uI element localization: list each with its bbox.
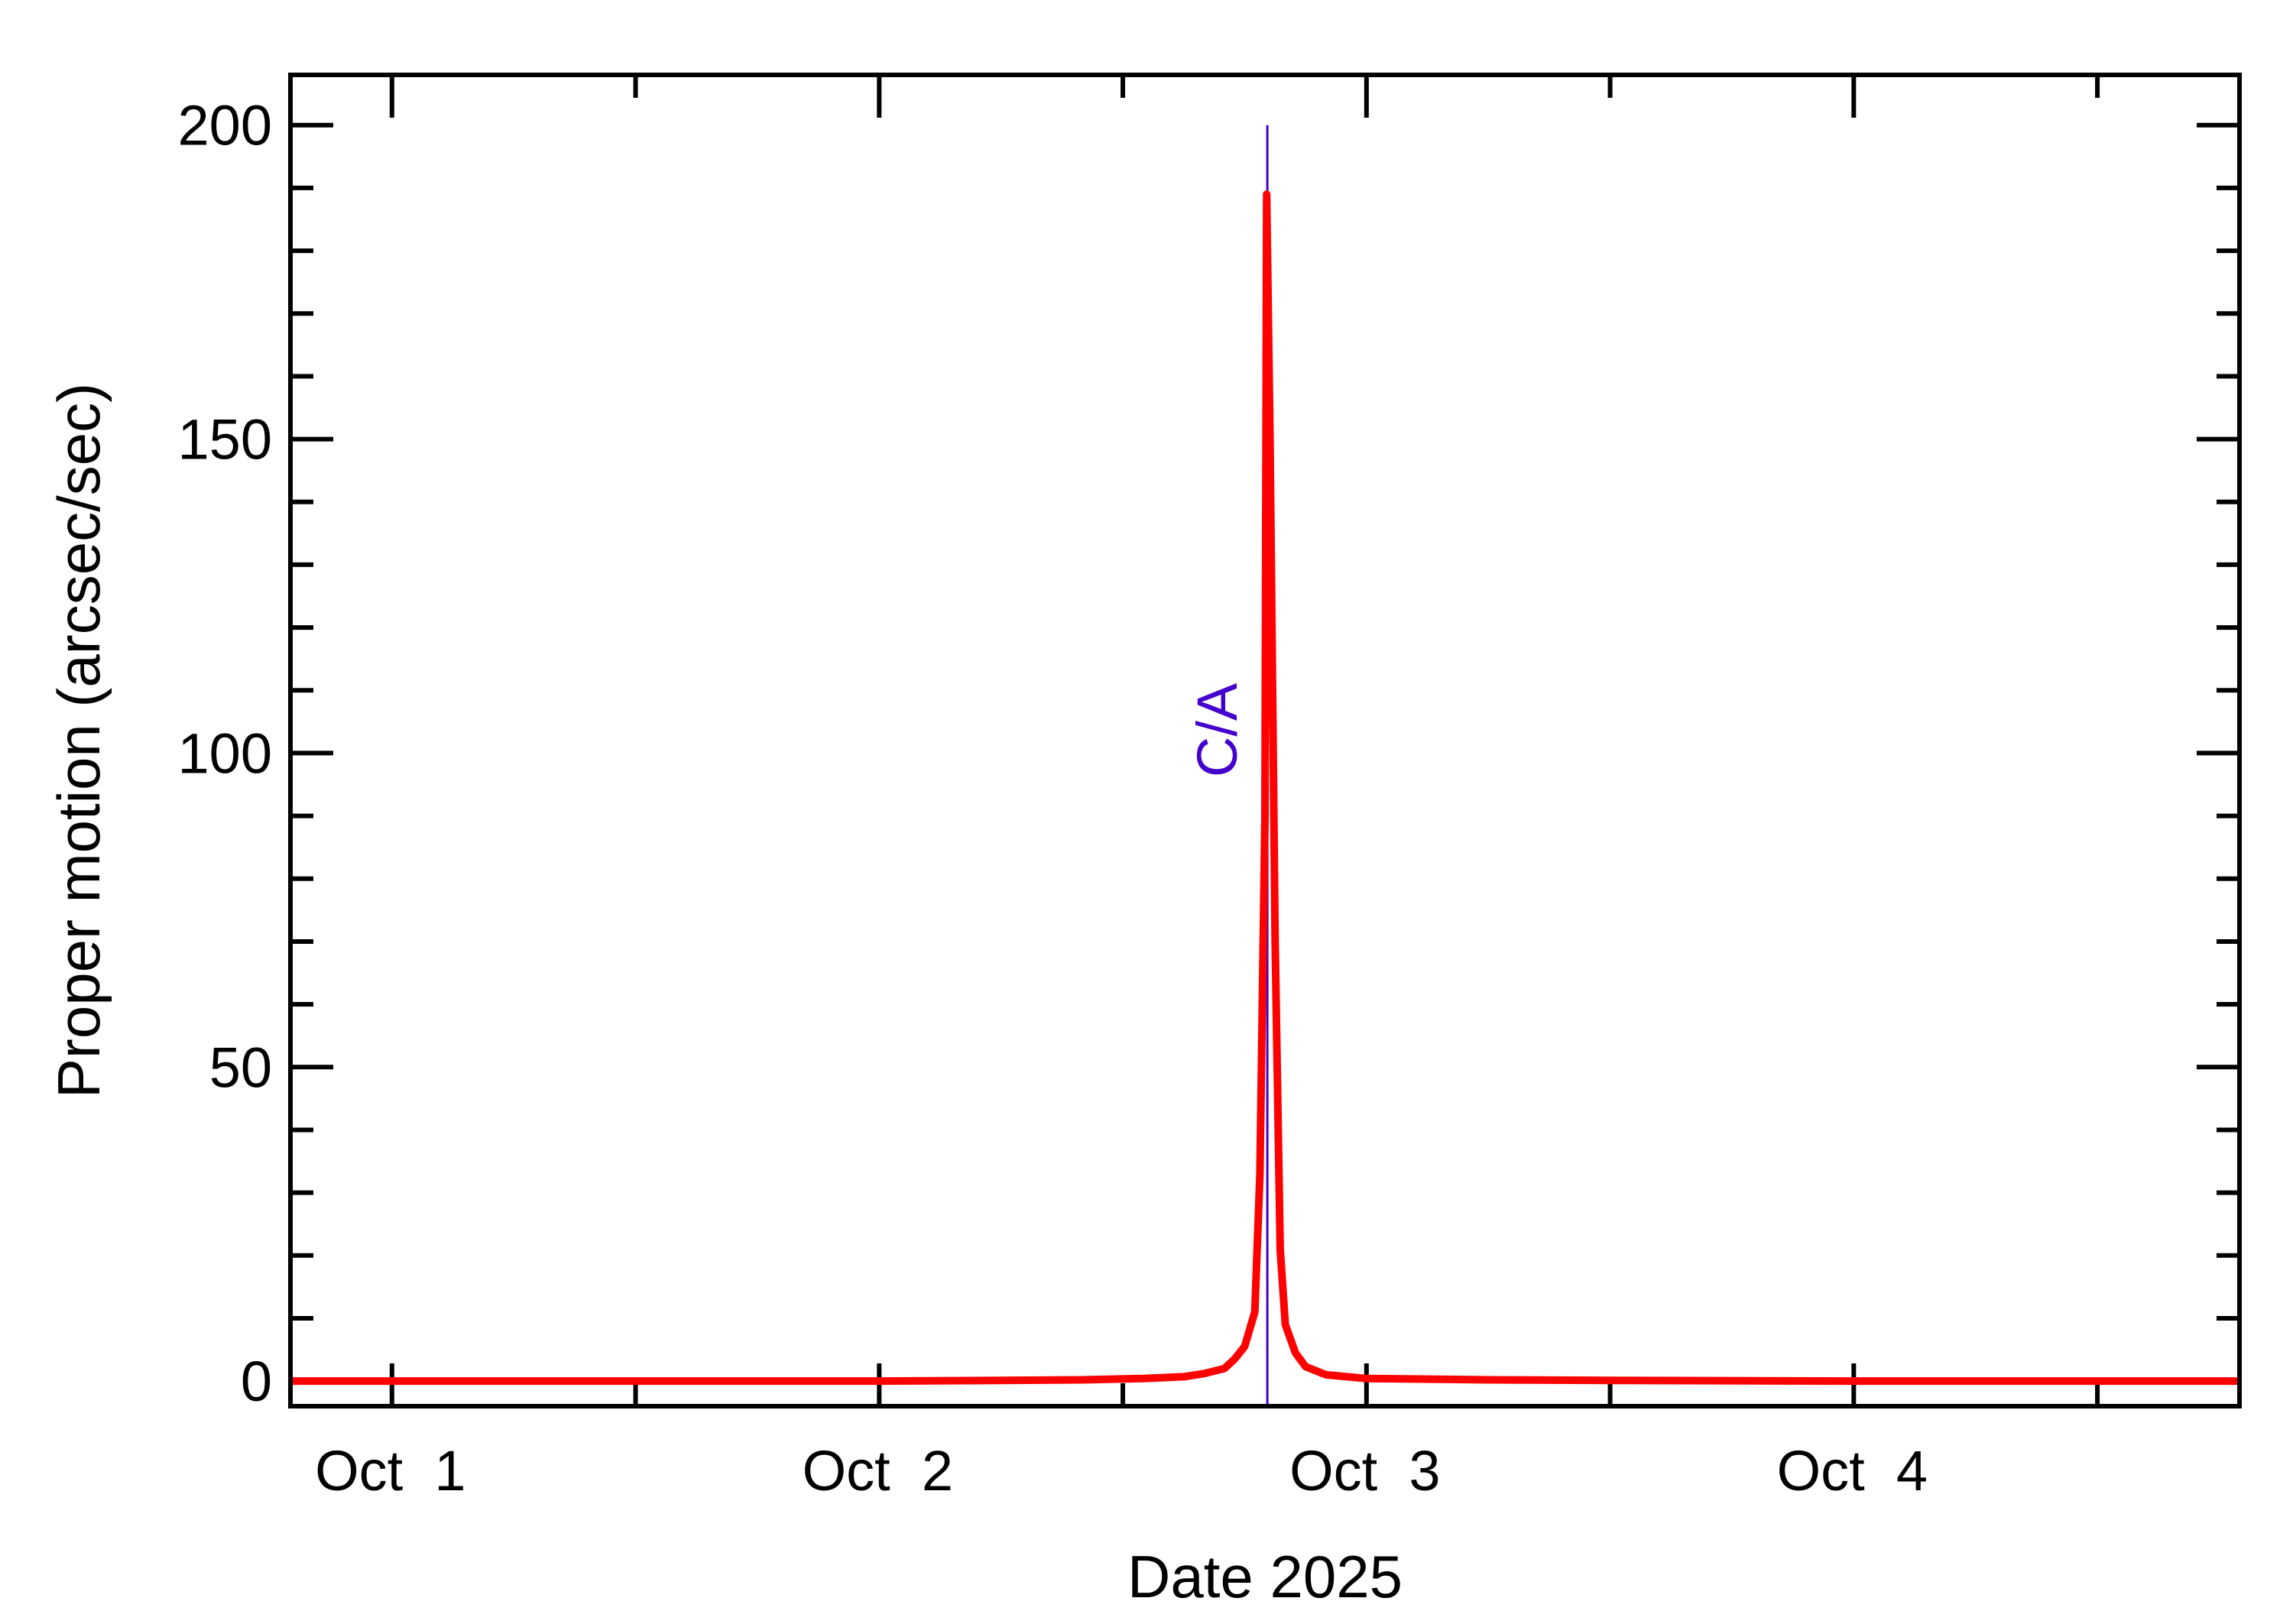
- y-tick-labels: 0 50 100 150 200: [178, 94, 272, 1413]
- x-axis-label: Date 2025: [1127, 1543, 1403, 1610]
- x-tick-labels: Oct 1 Oct 2 Oct 3 Oct 4: [315, 1439, 1928, 1502]
- y-tick-label: 100: [178, 721, 272, 785]
- x-tick-label: Oct 1: [315, 1439, 465, 1502]
- y-tick-label: 0: [241, 1350, 272, 1413]
- plot-frame: [288, 73, 2242, 1408]
- y-axis-label: Proper motion (arcsec/sec): [45, 383, 112, 1098]
- closest-approach-label: C/A: [1185, 682, 1249, 777]
- x-tick-label: Oct 2: [803, 1439, 953, 1502]
- y-tick-label: 150: [178, 408, 272, 472]
- minor-ticks: [290, 75, 2239, 1406]
- proper-motion-series-line: [290, 190, 2239, 1386]
- series-layer: [290, 190, 2239, 1386]
- y-tick-label: 200: [178, 94, 272, 157]
- x-tick-label: Oct 4: [1777, 1439, 1928, 1502]
- y-tick-label: 50: [209, 1036, 272, 1099]
- x-tick-label: Oct 3: [1289, 1439, 1440, 1502]
